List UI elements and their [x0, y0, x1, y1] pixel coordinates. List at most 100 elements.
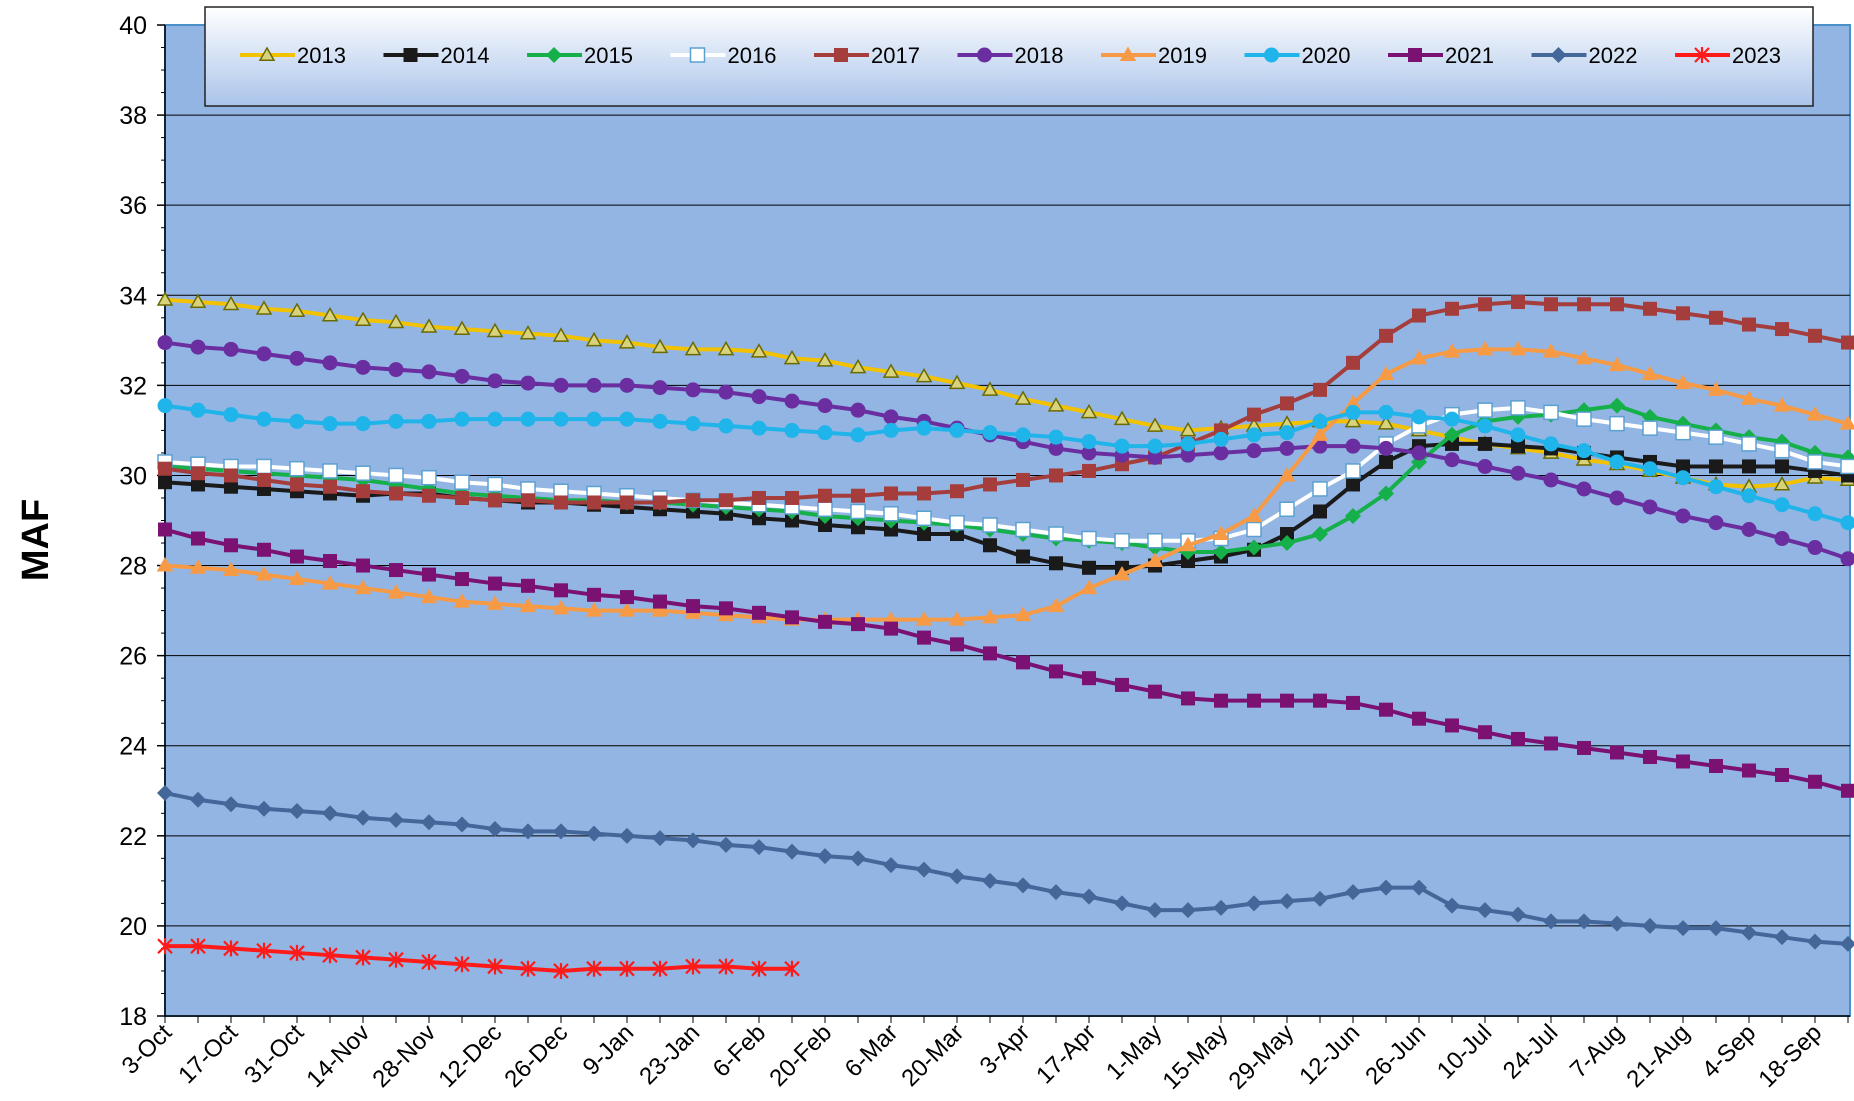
data-point-2016 — [1609, 415, 1625, 432]
data-point-2013 — [585, 331, 603, 347]
data-point-2014 — [884, 522, 898, 537]
data-point-2022 — [256, 800, 272, 817]
data-point-2022 — [553, 823, 569, 840]
data-point-2014 — [950, 527, 964, 542]
data-point-2020 — [157, 398, 173, 414]
data-point-2021 — [1709, 758, 1723, 773]
data-point-2020 — [1477, 418, 1493, 434]
data-point-2013 — [915, 367, 933, 383]
data-point-2014 — [1445, 436, 1459, 451]
data-point-2021 — [686, 599, 700, 614]
data-point-2023 — [256, 942, 272, 959]
data-point-2013 — [948, 374, 966, 390]
data-point-2017 — [1610, 297, 1624, 312]
data-point-2022 — [1840, 935, 1854, 952]
data-point-2022 — [190, 791, 206, 808]
data-point-2022 — [1345, 884, 1361, 901]
legend: 2013 2014 2015 2016 2017 2018 2019 2020 2021 2022… — [204, 6, 1814, 107]
data-point-2017 — [752, 490, 766, 505]
data-point-2021 — [884, 621, 898, 636]
data-point-2022 — [1741, 924, 1757, 941]
data-point-2021 — [1313, 693, 1327, 708]
data-point-2021 — [1082, 671, 1096, 686]
data-point-2023 — [421, 953, 437, 970]
data-point-2020 — [1510, 427, 1526, 443]
data-point-2014 — [1280, 527, 1294, 542]
data-point-2021 — [1478, 725, 1492, 740]
data-point-2013 — [255, 300, 273, 315]
data-point-2014 — [983, 538, 997, 553]
data-point-2019 — [1476, 340, 1494, 356]
data-point-2021 — [752, 605, 766, 620]
data-point-2020 — [1312, 413, 1328, 429]
plot-background — [164, 24, 1851, 1017]
data-point-2018 — [1444, 452, 1460, 468]
data-point-2021 — [620, 590, 634, 605]
data-point-2020 — [190, 402, 206, 418]
data-point-2020 — [520, 411, 536, 427]
legend-label: 2016 — [728, 43, 777, 68]
data-point-2022 — [883, 857, 899, 874]
data-point-2018 — [289, 350, 305, 366]
data-point-2020 — [1378, 404, 1394, 420]
data-point-2014 — [1049, 556, 1063, 571]
data-point-2013 — [1080, 403, 1098, 419]
data-point-2022 — [1411, 879, 1427, 896]
data-point-2018 — [355, 359, 371, 375]
legend-label: 2023 — [1732, 43, 1781, 68]
data-point-2018 — [520, 375, 536, 391]
data-point-2013 — [849, 358, 867, 374]
x-tick-label: 23-Jan — [634, 1019, 705, 1090]
data-point-2019 — [1146, 552, 1164, 568]
data-point-2022 — [1180, 902, 1196, 919]
data-point-2016 — [1774, 442, 1790, 459]
data-point-2021 — [1148, 684, 1162, 699]
data-point-2014 — [1313, 504, 1327, 519]
data-point-2017 — [422, 488, 436, 503]
series-line-2019 — [164, 347, 1849, 622]
data-point-2022 — [784, 843, 800, 860]
data-point-2020 — [850, 427, 866, 443]
data-point-2021 — [224, 538, 238, 553]
y-tick-label: 26 — [119, 643, 147, 671]
data-point-2022 — [1807, 933, 1823, 950]
data-point-2018 — [685, 382, 701, 398]
data-point-2014 — [752, 511, 766, 526]
data-point-2014 — [1511, 439, 1525, 454]
data-point-2016 — [817, 501, 833, 517]
data-point-2015 — [1312, 526, 1328, 543]
data-point-2018 — [388, 362, 404, 378]
x-tick-label: 15-May — [1158, 1019, 1234, 1095]
data-point-2014 — [224, 479, 238, 494]
data-point-2013 — [882, 363, 900, 378]
data-point-2019 — [1113, 566, 1131, 581]
data-point-legend-2022 — [1550, 47, 1567, 63]
data-point-2020 — [322, 416, 338, 432]
data-point-2021 — [1544, 736, 1558, 751]
data-point-2013 — [783, 349, 801, 365]
data-point-2014 — [1478, 436, 1492, 451]
legend-label: 2015 — [584, 43, 633, 68]
y-tick-label: 20 — [119, 913, 147, 941]
data-point-2021 — [422, 567, 436, 582]
y-tick-label: 34 — [119, 282, 147, 310]
data-point-2018 — [157, 335, 173, 351]
data-point-2017 — [950, 484, 964, 499]
data-point-2016 — [1048, 526, 1064, 542]
data-point-2023 — [619, 960, 635, 977]
legend-item-2014: 2014 — [383, 43, 489, 68]
data-point-2018 — [190, 339, 206, 355]
data-point-2018 — [553, 377, 569, 393]
data-point-2021 — [1808, 774, 1822, 789]
data-point-legend-2017 — [834, 48, 848, 62]
data-point-2018 — [1246, 443, 1262, 459]
data-point-2016 — [1741, 436, 1757, 452]
data-point-2021 — [917, 630, 931, 645]
series-2023 — [157, 938, 800, 979]
data-point-2022 — [1279, 893, 1295, 910]
data-point-2023 — [454, 956, 470, 973]
data-point-2022 — [1147, 902, 1163, 919]
data-point-2018 — [1411, 445, 1427, 461]
data-point-2018 — [1048, 440, 1064, 456]
